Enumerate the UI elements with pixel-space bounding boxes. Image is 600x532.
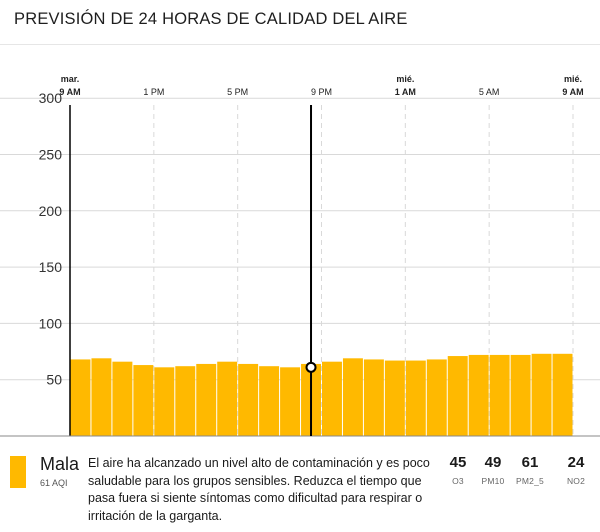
x-day-label: mar. bbox=[61, 74, 80, 84]
bar bbox=[322, 361, 342, 436]
current-value-marker[interactable] bbox=[305, 361, 317, 373]
bar bbox=[133, 365, 154, 436]
y-tick-label: 50 bbox=[46, 372, 62, 388]
bar bbox=[384, 360, 405, 436]
y-tick-label: 200 bbox=[39, 203, 63, 219]
y-tick-label: 300 bbox=[39, 90, 63, 106]
aqi-description: El aire ha alcanzado un nivel alto de co… bbox=[88, 456, 430, 523]
pollutant-name: PM10 bbox=[481, 476, 505, 486]
x-tick-label: 9 AM bbox=[59, 87, 80, 97]
y-tick-label: 150 bbox=[39, 259, 63, 275]
bar bbox=[112, 361, 133, 436]
x-tick-label: 9 AM bbox=[562, 87, 583, 97]
pollutant-name: PM2_5 bbox=[516, 476, 544, 486]
y-tick-label: 250 bbox=[39, 147, 63, 163]
aqi-color-swatch bbox=[10, 456, 26, 488]
bar bbox=[426, 359, 447, 436]
bar bbox=[154, 367, 175, 436]
x-day-label: mié. bbox=[396, 74, 414, 84]
pollutant-o3: 45 O3 bbox=[438, 454, 478, 486]
bar bbox=[552, 353, 573, 436]
pollutant-value: 61 bbox=[521, 454, 539, 471]
aqi-value: 61 AQI bbox=[40, 478, 68, 488]
x-tick-label: 1 AM bbox=[395, 87, 416, 97]
pollutant-no2: 24 NO2 bbox=[556, 454, 596, 486]
page-title: PREVISIÓN DE 24 HORAS DE CALIDAD DEL AIR… bbox=[14, 10, 408, 28]
pollutant-name: NO2 bbox=[566, 476, 586, 486]
x-tick-label: 5 AM bbox=[479, 87, 500, 97]
bar bbox=[70, 359, 91, 436]
bar bbox=[405, 360, 426, 436]
bar bbox=[510, 354, 531, 436]
bar bbox=[342, 358, 363, 436]
x-tick-label: 5 PM bbox=[227, 87, 248, 97]
pollutant-value: 45 bbox=[449, 454, 467, 471]
aqi-summary: Mala 61 AQI El aire ha alcanzado un nive… bbox=[0, 450, 600, 532]
bar bbox=[489, 354, 510, 436]
pollutant-pm10: 49 PM10 bbox=[473, 454, 513, 486]
bar bbox=[175, 366, 196, 436]
aqi-category: Mala bbox=[40, 454, 80, 474]
x-tick-label: 1 PM bbox=[143, 87, 164, 97]
bar bbox=[363, 359, 384, 436]
bar bbox=[280, 367, 301, 436]
bar bbox=[196, 363, 217, 436]
y-tick-label: 100 bbox=[39, 315, 63, 331]
bar bbox=[447, 356, 468, 436]
bar bbox=[91, 358, 112, 436]
header: PREVISIÓN DE 24 HORAS DE CALIDAD DEL AIR… bbox=[0, 0, 600, 45]
x-tick-label: 9 PM bbox=[311, 87, 332, 97]
bar bbox=[259, 366, 280, 436]
x-day-label: mié. bbox=[564, 74, 582, 84]
pollutant-pm25: 61 PM2_5 bbox=[510, 454, 550, 486]
pollutant-value: 49 bbox=[484, 454, 502, 471]
bar bbox=[531, 353, 552, 436]
pollutant-value: 24 bbox=[567, 454, 585, 471]
pollutant-name: O3 bbox=[452, 476, 464, 486]
bar bbox=[468, 354, 489, 436]
bar bbox=[217, 361, 238, 436]
bar bbox=[238, 363, 259, 436]
